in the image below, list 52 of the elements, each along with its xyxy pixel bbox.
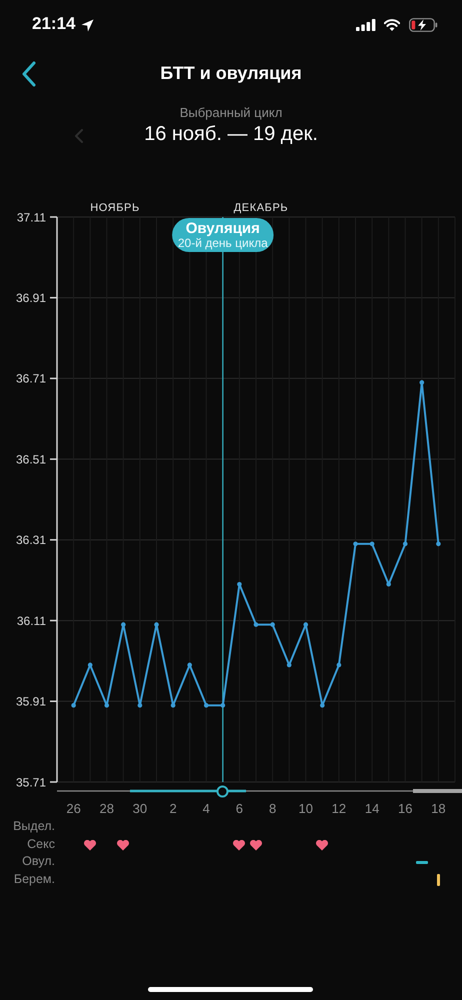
text: 16 нояб. — 19 дек.: [143, 123, 319, 146]
x-tick-label: 30: [132, 801, 148, 816]
point: [220, 703, 226, 708]
x-tick-label: 16: [398, 801, 412, 816]
point: [336, 662, 342, 668]
point: [88, 662, 92, 668]
point: [320, 703, 325, 708]
x-tick-label: 14: [364, 801, 380, 816]
point: [138, 703, 142, 708]
x-tick-label: 10: [298, 801, 313, 816]
y-tick-label: 36.71: [16, 372, 46, 386]
x-tick-label: 4: [202, 801, 210, 816]
y-tick-label: 35.71: [16, 775, 46, 790]
text: Выдел.: [12, 819, 55, 833]
point: [154, 622, 159, 627]
chart-subtitle: Выбранный цикл: [178, 105, 284, 120]
point: [237, 582, 242, 587]
text: Овул.: [21, 854, 55, 868]
point: [170, 703, 176, 708]
x-tick-label: 28: [100, 801, 114, 816]
y-tick-label: 36.91: [16, 290, 46, 305]
point: [353, 542, 358, 546]
y-tick-label: 36.11: [16, 614, 46, 628]
y-tick-label: 36.51: [16, 452, 46, 466]
x-tick-label: 6: [236, 801, 244, 816]
point: [370, 542, 374, 546]
x-tick-label: 26: [66, 801, 81, 816]
point: [104, 703, 110, 708]
point: [121, 622, 126, 627]
text: НОЯБРЬ: [89, 202, 141, 214]
x-tick-label: 8: [268, 801, 276, 816]
point: [71, 703, 76, 708]
ref-line-label: Овуляция 20-й день цикла: [178, 220, 268, 250]
text: Секс: [26, 836, 55, 851]
text: Берем.: [12, 872, 55, 886]
x-tick-label: 2: [169, 801, 177, 816]
point: [420, 380, 424, 385]
y-tick-label: 36.31: [16, 533, 46, 548]
point: [254, 622, 258, 627]
chart-title: БТТ и овуляция: [159, 63, 303, 84]
point: [187, 662, 192, 668]
y-tick-label: 35.91: [16, 694, 46, 709]
x-tick-label: 12: [332, 801, 346, 816]
point: [204, 703, 209, 708]
point: [303, 622, 308, 627]
x-tick-label: 18: [431, 801, 446, 816]
point: [402, 542, 408, 546]
y-tick-label: 37.11: [16, 210, 46, 224]
point: [270, 622, 275, 627]
text: 21:14: [32, 14, 76, 34]
text: ДЕКАБРЬ: [232, 202, 290, 214]
point: [436, 542, 441, 546]
